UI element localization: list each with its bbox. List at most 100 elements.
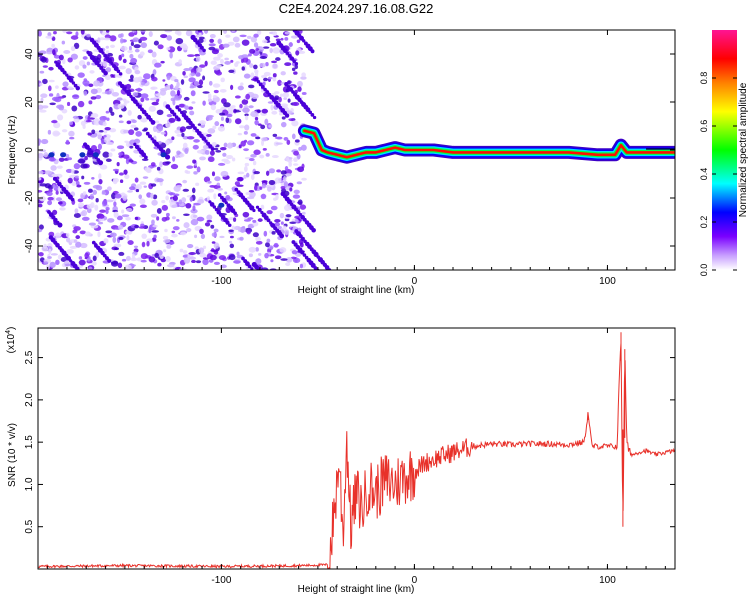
noise-speckle <box>202 145 209 150</box>
noise-streak-dot <box>234 187 239 192</box>
noise-speckle <box>141 81 145 86</box>
noise-speckle <box>78 259 86 266</box>
noise-speckle <box>299 263 304 269</box>
noise-speckle <box>103 130 108 134</box>
noise-speckle <box>146 240 150 247</box>
noise-speckle <box>174 30 180 35</box>
noise-speckle <box>243 174 247 179</box>
noise-speckle <box>239 103 243 109</box>
noise-speckle <box>84 252 89 259</box>
noise-speckle <box>199 156 206 161</box>
noise-speckle <box>165 148 171 155</box>
noise-speckle <box>154 62 162 68</box>
noise-speckle <box>114 74 119 78</box>
noise-speckle <box>99 30 103 34</box>
noise-streak-dot <box>257 207 262 212</box>
noise-speckle <box>219 147 227 151</box>
noise-speckle <box>49 261 56 268</box>
noise-speckle <box>130 41 135 47</box>
noise-speckle <box>193 139 200 143</box>
noise-speckle <box>46 51 53 55</box>
noise-speckle <box>248 246 257 253</box>
noise-speckle <box>38 139 41 146</box>
noise-streak-dot <box>68 78 74 83</box>
noise-speckle <box>163 249 167 253</box>
noise-speckle <box>114 193 122 199</box>
signal-track-core <box>303 129 675 159</box>
noise-speckle <box>140 117 148 123</box>
noise-streak-dot <box>172 112 177 117</box>
noise-speckle <box>250 153 257 158</box>
noise-speckle <box>58 54 64 61</box>
noise-speckle <box>258 252 262 256</box>
noise-speckle <box>274 91 280 95</box>
noise-speckle <box>127 50 133 54</box>
noise-speckle <box>113 201 117 207</box>
noise-speckle <box>90 96 97 100</box>
noise-speckle <box>141 158 149 162</box>
noise-speckle <box>55 85 59 89</box>
noise-streak-dot <box>122 86 127 91</box>
noise-speckle <box>184 105 190 110</box>
noise-speckle <box>160 258 166 263</box>
noise-speckle <box>222 43 230 48</box>
noise-speckle <box>219 58 224 65</box>
noise-streak-dot <box>329 271 333 275</box>
noise-speckle <box>72 94 80 100</box>
noise-speckle <box>129 53 134 59</box>
noise-speckle <box>82 124 86 129</box>
noise-speckle <box>166 75 171 81</box>
noise-speckle <box>223 142 228 148</box>
noise-speckle <box>265 170 270 176</box>
noise-streak-dot <box>53 217 58 222</box>
noise-speckle <box>279 212 285 219</box>
noise-speckle <box>248 158 255 162</box>
noise-speckle <box>220 77 225 83</box>
noise-speckle <box>231 157 236 162</box>
noise-speckle <box>165 256 171 263</box>
noise-speckle <box>125 230 131 235</box>
noise-speckle <box>183 96 190 101</box>
noise-speckle <box>109 232 117 238</box>
noise-speckle <box>151 51 157 58</box>
noise-speckle <box>129 186 136 191</box>
noise-speckle <box>272 73 277 78</box>
noise-speckle <box>39 82 43 87</box>
noise-speckle <box>80 30 85 35</box>
noise-speckle <box>107 186 112 191</box>
noise-streak-dot <box>75 266 80 270</box>
noise-speckle <box>193 81 199 86</box>
noise-speckle <box>151 237 157 242</box>
noise-streak-dot <box>57 181 62 187</box>
noise-speckle <box>202 91 210 94</box>
noise-speckle <box>122 58 127 64</box>
noise-speckle <box>245 191 251 196</box>
noise-speckle <box>182 250 188 254</box>
noise-speckle <box>234 95 241 99</box>
noise-speckle <box>38 104 44 110</box>
noise-blob <box>160 152 167 158</box>
noise-speckle <box>269 47 273 54</box>
noise-streak-dot <box>101 51 105 55</box>
noise-speckle <box>193 214 198 218</box>
noise-speckle <box>77 72 85 78</box>
noise-speckle <box>189 110 195 116</box>
noise-speckle <box>128 129 135 136</box>
noise-speckle <box>239 34 247 38</box>
snr-panel: -100 0 100 0.5 1.0 1.5 2.0 2.5 Height of straig… <box>5 327 676 595</box>
noise-speckle <box>283 136 289 141</box>
noise-speckle <box>98 178 103 185</box>
noise-speckle <box>231 30 236 33</box>
noise-speckle <box>259 186 263 190</box>
noise-speckle <box>109 44 116 49</box>
noise-speckle <box>245 93 251 100</box>
noise-speckle <box>283 97 288 100</box>
noise-speckle <box>140 93 149 99</box>
noise-speckle <box>38 152 44 159</box>
noise-speckle <box>239 107 243 112</box>
noise-blob <box>218 202 225 208</box>
noise-speckle <box>252 219 257 223</box>
noise-speckle <box>128 32 135 37</box>
noise-speckle <box>78 256 83 260</box>
noise-speckle <box>165 216 170 221</box>
